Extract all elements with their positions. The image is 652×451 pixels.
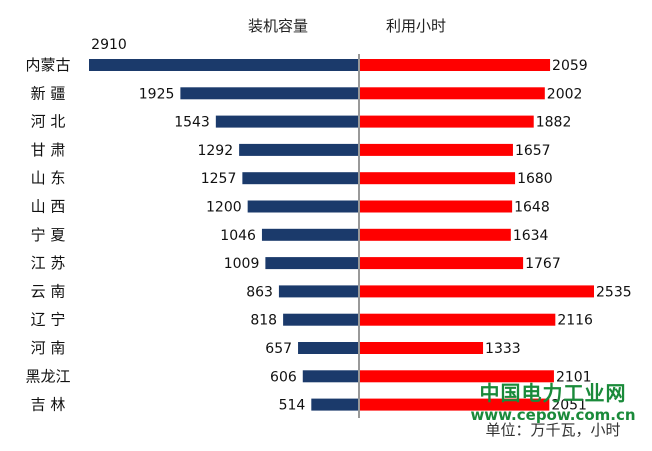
capacity-value-label: 818 [250,313,277,329]
capacity-bar [311,398,359,411]
capacity-value-label: 1543 [174,115,210,131]
capacity-value-label: 606 [270,369,297,385]
capacity-bar [261,228,359,241]
hours-bar [360,257,524,270]
hours-value-label: 1634 [513,228,549,244]
capacity-bar [215,115,359,128]
hours-bar [360,172,516,185]
watermark: 中国电力工业网 www.cepow.com.cn 单位：万千瓦，小时 [470,381,635,439]
capacity-value-label: 863 [246,284,273,300]
category-label: 辽 宁 [31,311,66,329]
capacity-value-label: 1925 [139,86,175,102]
capacity-value-label: 1257 [201,171,237,187]
capacity-bar [302,370,359,383]
capacity-value-label: 1200 [206,200,242,216]
hours-bar [360,200,513,213]
capacity-value-label: 1009 [224,256,260,272]
capacity-bar [247,200,359,213]
category-label: 黑龙江 [25,367,70,385]
category-label: 云 南 [31,282,66,300]
hours-value-label: 1648 [514,200,550,216]
hours-value-label: 2101 [556,369,592,385]
category-label: 新 疆 [31,84,66,102]
capacity-bar [298,342,359,354]
hours-value-label: 1333 [485,341,521,357]
category-label: 河 北 [31,113,66,131]
hours-bar [360,370,554,383]
hours-bar [360,342,484,354]
hours-value-label: 2535 [596,284,632,300]
hours-value-label: 1657 [515,143,551,159]
category-label: 吉 林 [31,396,66,414]
hours-value-label: 1767 [525,256,561,272]
capacity-value-label: 1292 [197,143,233,159]
capacity-bar [89,59,359,71]
category-label: 内蒙古 [25,56,70,74]
header-capacity: 装机容量 [248,17,308,35]
watermark-url: www.cepow.com.cn [470,406,635,424]
category-label: 宁 夏 [31,226,66,244]
capacity-value-label: 1046 [220,228,256,244]
category-label: 河 南 [31,339,66,357]
category-label: 甘 肃 [31,141,66,159]
hours-bar [360,87,545,100]
hours-bar [360,285,594,298]
hours-bar [360,143,513,156]
category-label: 江 苏 [31,254,66,272]
bars-group: 内蒙古 2910 2059 新 疆 1925 2002 河 北 1543 1882 甘 肃 1292… [25,37,631,414]
hours-value-label: 2116 [557,313,593,329]
hours-value-label: 2002 [547,86,583,102]
hours-bar [360,228,511,241]
hours-bar [360,115,534,128]
hours-value-label: 2051 [551,398,587,414]
capacity-bar [265,257,359,270]
capacity-bar [278,285,359,298]
hours-bar [360,59,551,71]
capacity-value-label: 2910 [91,37,127,53]
hours-bar [360,398,550,411]
category-label: 山 东 [31,169,66,187]
category-label: 山 西 [31,198,66,216]
hours-value-label: 2059 [552,58,588,74]
hours-value-label: 1680 [517,171,553,187]
unit-note: 单位：万千瓦，小时 [485,421,620,439]
watermark-title: 中国电力工业网 [480,381,627,405]
capacity-bar [239,143,359,156]
capacity-bar [242,172,359,185]
capacity-value-label: 514 [279,398,306,414]
hours-bar [360,313,556,326]
header-hours: 利用小时 [386,17,446,35]
capacity-value-label: 657 [265,341,292,357]
hours-value-label: 1882 [536,115,572,131]
capacity-bar [283,313,359,326]
capacity-bar [180,87,359,100]
